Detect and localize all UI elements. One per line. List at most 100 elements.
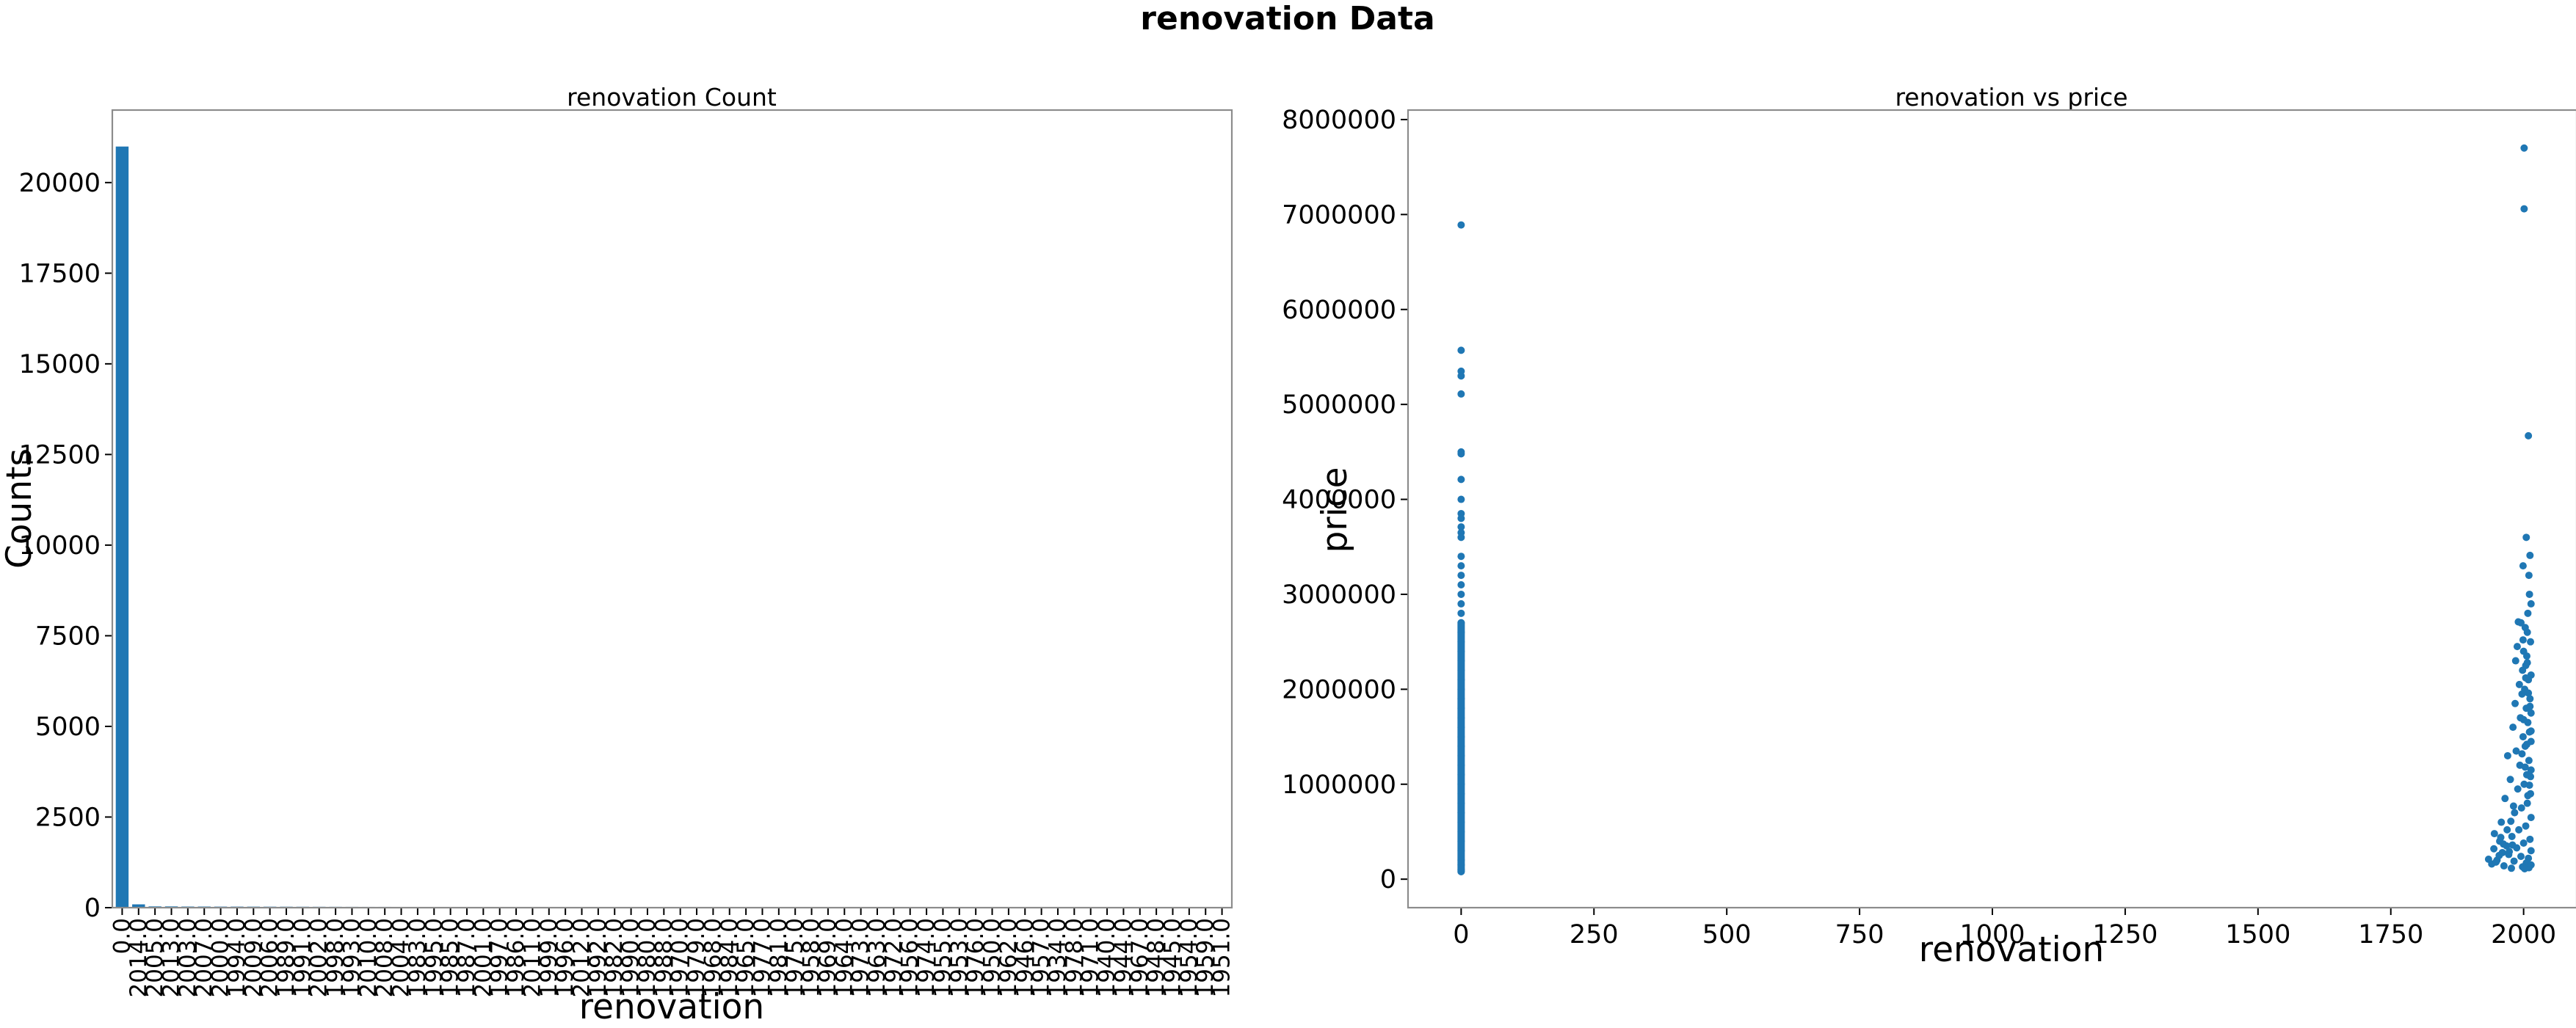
- scatter-point: [2509, 802, 2517, 810]
- scatter-y-tick-label: 0: [1380, 865, 1396, 894]
- scatter-point: [2525, 781, 2533, 790]
- scatter-point: [2525, 757, 2533, 765]
- bar-x-tick-label: 1962.0: [995, 918, 1022, 997]
- bar-x-tick-label: 2007.0: [191, 918, 217, 997]
- bar-x-tick-label: 1986.0: [503, 918, 529, 997]
- scatter-x-tick-label: 250: [1570, 920, 1619, 949]
- scatter-point: [2501, 795, 2509, 803]
- bar-x-tick-label: 1980.0: [634, 918, 661, 997]
- scatter-point: [2526, 695, 2534, 703]
- bar-y-tick-label: 5000: [35, 712, 101, 742]
- bar-chart-y-axis: 0 2500 5000 7500 10000 12500 15000 17500 20000: [19, 169, 112, 923]
- bar: [115, 146, 129, 908]
- scatter-point: [2520, 144, 2528, 152]
- scatter-point: [2492, 858, 2500, 866]
- scatter-y-tick-label: 3000000: [1282, 580, 1396, 610]
- scatter-point: [2522, 674, 2530, 682]
- scatter-point: [2517, 619, 2525, 627]
- bar-chart-bars: [115, 146, 1229, 908]
- scatter-point: [2521, 864, 2529, 872]
- bar-y-tick-label: 2500: [35, 803, 101, 832]
- scatter-point: [2519, 733, 2527, 741]
- scatter-point: [2509, 723, 2517, 732]
- bar-x-tick-label: 2000.0: [208, 918, 234, 997]
- scatter-point: [2506, 776, 2514, 784]
- scatter-x-tick-label: 1250: [2092, 920, 2158, 949]
- scatter-x-tick-label: 2000: [2491, 920, 2556, 949]
- scatter-point: [2525, 689, 2533, 697]
- bar-x-tick-label: 1987.0: [454, 918, 480, 997]
- scatter-point: [2497, 834, 2505, 842]
- scatter-point: [1457, 572, 1465, 580]
- scatter-point: [2522, 533, 2530, 542]
- bar: [132, 904, 145, 908]
- bar-x-tick-label: 1940.0: [1094, 918, 1120, 997]
- scatter-point: [2484, 856, 2492, 864]
- bar-x-tick-label: 1997.0: [487, 918, 513, 997]
- scatter-chart-panel: renovation vs price 0 1000000 2000000 30000…: [1282, 83, 2576, 970]
- bar-x-tick-label: 1983.0: [404, 918, 431, 997]
- bar-y-tick-label: 17500: [19, 259, 101, 288]
- scatter-point: [2523, 628, 2531, 636]
- scatter-chart-points: [1457, 144, 2535, 875]
- bar-chart-frame: [111, 109, 1233, 909]
- bar-x-tick-label: 2012.0: [569, 918, 595, 997]
- scatter-point: [2522, 652, 2530, 660]
- bar-x-tick-label: 1948.0: [1143, 918, 1169, 997]
- bar-x-tick-label: 1982.0: [601, 918, 628, 997]
- scatter-point: [2503, 825, 2511, 834]
- bar-x-tick-label: 1995.0: [421, 918, 447, 997]
- bar-x-tick-label: 2006.0: [257, 918, 283, 997]
- bar-x-tick-label: 1990.0: [618, 918, 645, 997]
- bar-chart-y-label: Counts: [0, 448, 40, 569]
- bar-x-tick-label: 1985.0: [438, 918, 464, 997]
- bar-x-tick-label: 2013.0: [158, 918, 184, 997]
- bar-x-tick-label: 1976.0: [962, 918, 989, 997]
- bar-x-tick-label: 1958.0: [799, 918, 825, 997]
- scatter-point: [2524, 792, 2532, 800]
- scatter-point: [1457, 581, 1465, 589]
- bar-x-tick-label: 2011.0: [519, 918, 545, 997]
- scatter-point: [2519, 715, 2528, 723]
- bar-x-tick-label: 1996.0: [552, 918, 578, 997]
- figure-title: renovation Data: [1140, 0, 1434, 37]
- bar-x-tick-label: 1979.0: [683, 918, 710, 997]
- scatter-x-tick-label: 1500: [2225, 920, 2290, 949]
- scatter-x-tick-label: 1000: [1959, 920, 2025, 949]
- scatter-point: [2515, 825, 2523, 834]
- scatter-point: [2511, 699, 2519, 707]
- bar-x-tick-label: 1934.0: [1045, 918, 1071, 997]
- scatter-point: [2519, 839, 2528, 847]
- bar-x-tick-label: 1944.0: [1110, 918, 1136, 997]
- scatter-point: [1457, 533, 1465, 542]
- scatter-point: [2511, 809, 2519, 817]
- bar-chart-title: renovation Count: [567, 83, 777, 112]
- scatter-point: [2526, 835, 2534, 843]
- bar-x-tick-label: 2009.0: [240, 918, 266, 997]
- scatter-point: [2517, 804, 2525, 812]
- scatter-point: [2523, 799, 2531, 807]
- bar-x-tick-label: 1977.0: [749, 918, 775, 997]
- bar-y-tick-label: 0: [84, 894, 101, 923]
- scatter-y-tick-label: 1000000: [1282, 770, 1396, 800]
- bar-x-tick-label: 0.0: [109, 918, 135, 954]
- scatter-chart-title: renovation vs price: [1895, 83, 2127, 112]
- scatter-point: [2515, 680, 2523, 688]
- scatter-point: [2527, 709, 2535, 717]
- bar-x-tick-label: 2008.0: [371, 918, 398, 997]
- bar-x-tick-label: 1999.0: [536, 918, 562, 997]
- bar-chart-x-label: renovation: [579, 987, 764, 1027]
- scatter-point: [1457, 590, 1465, 598]
- scatter-point: [1457, 609, 1465, 617]
- scatter-point: [2527, 727, 2535, 735]
- bar-x-tick-label: 1956.0: [897, 918, 924, 997]
- bar-x-tick-label: 1984.0: [716, 918, 743, 997]
- scatter-point: [2497, 818, 2506, 826]
- bar-x-tick-label: 1989.0: [273, 918, 300, 997]
- bar-x-tick-label: 1993.0: [338, 918, 365, 997]
- scatter-point: [1457, 599, 1465, 608]
- bar-x-tick-label: 1964.0: [831, 918, 857, 997]
- scatter-point: [1457, 514, 1465, 522]
- scatter-x-tick-label: 1750: [2358, 920, 2423, 949]
